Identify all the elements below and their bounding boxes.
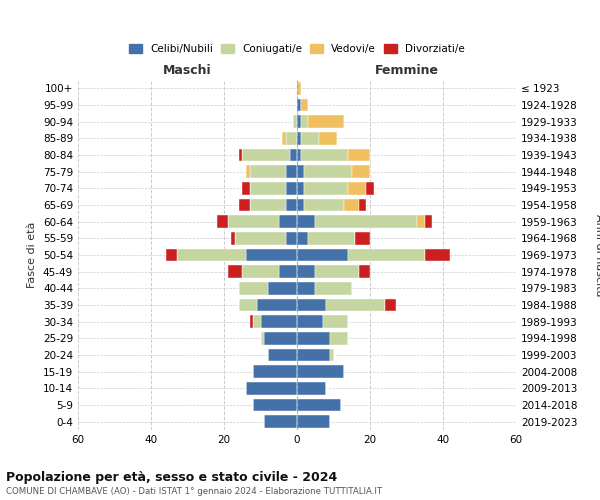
Bar — [279, 266, 297, 278]
Bar — [359, 199, 367, 211]
Bar — [290, 149, 297, 162]
Text: Femmine: Femmine — [374, 64, 439, 76]
Bar — [418, 216, 425, 228]
Bar — [279, 216, 297, 228]
Bar — [297, 248, 348, 261]
Bar — [246, 382, 297, 394]
Bar — [297, 399, 341, 411]
Bar — [297, 132, 301, 144]
Bar — [239, 282, 268, 294]
Text: COMUNE DI CHAMBAVE (AO) - Dati ISTAT 1° gennaio 2024 - Elaborazione TUTTITALIA.I: COMUNE DI CHAMBAVE (AO) - Dati ISTAT 1° … — [6, 488, 382, 496]
Text: Popolazione per età, sesso e stato civile - 2024: Popolazione per età, sesso e stato civil… — [6, 471, 337, 484]
Text: Maschi: Maschi — [163, 64, 212, 76]
Bar — [297, 266, 315, 278]
Bar — [217, 216, 227, 228]
Bar — [308, 116, 344, 128]
Bar — [315, 266, 359, 278]
Bar — [242, 149, 290, 162]
Bar — [301, 132, 319, 144]
Bar — [297, 382, 326, 394]
Bar — [260, 332, 264, 344]
Bar — [359, 266, 370, 278]
Y-axis label: Anni di nascita: Anni di nascita — [594, 214, 600, 296]
Bar — [355, 232, 370, 244]
Bar — [425, 248, 450, 261]
Bar — [227, 216, 279, 228]
Bar — [297, 332, 330, 344]
Bar — [253, 399, 297, 411]
Bar — [297, 416, 330, 428]
Bar — [242, 182, 250, 194]
Bar — [253, 316, 260, 328]
Bar — [348, 149, 370, 162]
Bar — [283, 132, 286, 144]
Bar — [250, 199, 286, 211]
Bar — [297, 199, 304, 211]
Bar — [286, 182, 297, 194]
Bar — [348, 248, 425, 261]
Bar — [297, 349, 330, 361]
Bar — [297, 232, 308, 244]
Bar — [264, 416, 297, 428]
Bar — [352, 166, 370, 178]
Bar — [308, 232, 355, 244]
Bar — [323, 316, 348, 328]
Bar — [330, 332, 348, 344]
Bar — [242, 266, 279, 278]
Bar — [286, 132, 297, 144]
Bar — [297, 366, 344, 378]
Bar — [250, 182, 286, 194]
Bar — [239, 149, 242, 162]
Bar — [286, 166, 297, 178]
Bar — [297, 182, 304, 194]
Bar — [297, 316, 323, 328]
Bar — [293, 116, 297, 128]
Bar — [304, 199, 344, 211]
Bar — [253, 366, 297, 378]
Bar — [260, 316, 297, 328]
Bar — [304, 166, 352, 178]
Bar — [227, 266, 242, 278]
Bar — [330, 349, 334, 361]
Bar — [246, 248, 297, 261]
Bar — [385, 298, 395, 311]
Bar — [297, 216, 315, 228]
Bar — [257, 298, 297, 311]
Bar — [239, 298, 257, 311]
Bar — [250, 166, 286, 178]
Bar — [297, 166, 304, 178]
Bar — [268, 282, 297, 294]
Bar — [264, 332, 297, 344]
Bar — [286, 232, 297, 244]
Bar — [250, 316, 253, 328]
Bar — [367, 182, 374, 194]
Bar — [297, 298, 326, 311]
Legend: Celibi/Nubili, Coniugati/e, Vedovi/e, Divorziati/e: Celibi/Nubili, Coniugati/e, Vedovi/e, Di… — [125, 40, 469, 58]
Bar — [319, 132, 337, 144]
Bar — [301, 149, 348, 162]
Bar — [301, 99, 308, 112]
Bar — [286, 199, 297, 211]
Bar — [166, 248, 176, 261]
Bar — [239, 199, 250, 211]
Bar — [304, 182, 348, 194]
Bar — [297, 282, 315, 294]
Bar — [344, 199, 359, 211]
Y-axis label: Fasce di età: Fasce di età — [28, 222, 37, 288]
Bar — [315, 282, 352, 294]
Bar — [297, 116, 301, 128]
Bar — [176, 248, 246, 261]
Bar — [297, 82, 301, 94]
Bar — [235, 232, 286, 244]
Bar — [246, 166, 250, 178]
Bar — [348, 182, 367, 194]
Bar — [425, 216, 432, 228]
Bar — [268, 349, 297, 361]
Bar — [232, 232, 235, 244]
Bar — [326, 298, 385, 311]
Bar — [315, 216, 418, 228]
Bar — [301, 116, 308, 128]
Bar — [297, 99, 301, 112]
Bar — [297, 149, 301, 162]
